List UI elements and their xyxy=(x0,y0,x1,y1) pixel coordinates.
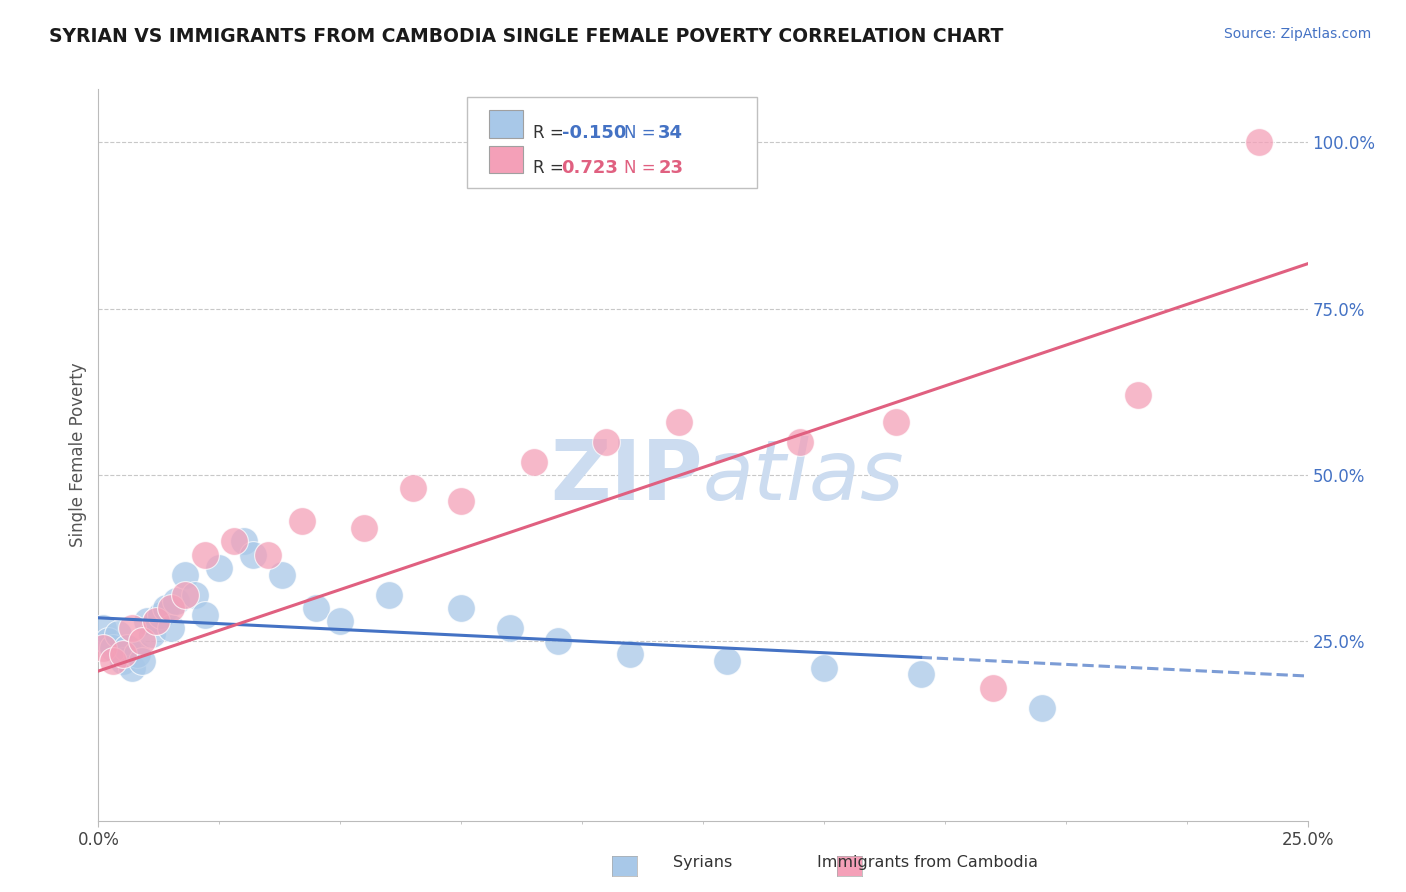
Y-axis label: Single Female Poverty: Single Female Poverty xyxy=(69,363,87,547)
Point xyxy=(174,567,197,582)
Point xyxy=(619,648,641,662)
Text: Immigrants from Cambodia: Immigrants from Cambodia xyxy=(817,855,1039,870)
Point xyxy=(256,548,278,562)
Point xyxy=(377,588,399,602)
Text: R =: R = xyxy=(533,159,568,178)
Point xyxy=(155,600,177,615)
Point xyxy=(402,481,425,495)
Point xyxy=(232,534,254,549)
FancyBboxPatch shape xyxy=(489,111,523,138)
Point xyxy=(91,640,114,655)
Text: 23: 23 xyxy=(658,159,683,178)
Point xyxy=(97,634,120,648)
FancyBboxPatch shape xyxy=(489,145,523,173)
Point xyxy=(194,548,217,562)
Point xyxy=(1249,136,1271,150)
Point xyxy=(91,621,114,635)
Point xyxy=(145,614,167,628)
Point xyxy=(184,588,207,602)
FancyBboxPatch shape xyxy=(467,96,758,188)
Point xyxy=(353,521,375,535)
Point xyxy=(981,681,1004,695)
Point xyxy=(668,415,690,429)
Text: SYRIAN VS IMMIGRANTS FROM CAMBODIA SINGLE FEMALE POVERTY CORRELATION CHART: SYRIAN VS IMMIGRANTS FROM CAMBODIA SINGL… xyxy=(49,27,1004,45)
Point xyxy=(523,454,546,468)
Point xyxy=(101,640,124,655)
Point xyxy=(450,600,472,615)
Point xyxy=(716,654,738,668)
Point xyxy=(813,661,835,675)
Point xyxy=(886,415,908,429)
Point xyxy=(547,634,569,648)
Text: atlas: atlas xyxy=(703,436,904,517)
Point xyxy=(160,621,183,635)
Point xyxy=(111,654,134,668)
Point xyxy=(1031,700,1053,714)
Point xyxy=(131,634,153,648)
Point xyxy=(165,594,187,608)
Point xyxy=(135,614,157,628)
Point xyxy=(121,621,143,635)
Text: ZIP: ZIP xyxy=(551,436,703,517)
Point xyxy=(160,600,183,615)
Point xyxy=(1128,388,1150,402)
Point xyxy=(271,567,294,582)
Text: R =: R = xyxy=(533,124,568,142)
Text: Syrians: Syrians xyxy=(673,855,733,870)
Text: Source: ZipAtlas.com: Source: ZipAtlas.com xyxy=(1223,27,1371,41)
Text: -0.150: -0.150 xyxy=(561,124,626,142)
Point xyxy=(498,621,520,635)
Point xyxy=(131,654,153,668)
Point xyxy=(194,607,217,622)
Point xyxy=(242,548,264,562)
Point xyxy=(141,627,163,641)
Point xyxy=(117,640,139,655)
Point xyxy=(150,607,173,622)
Point xyxy=(121,661,143,675)
Point xyxy=(127,648,149,662)
Text: N =: N = xyxy=(624,124,661,142)
Point xyxy=(101,654,124,668)
Text: 34: 34 xyxy=(658,124,683,142)
Point xyxy=(305,600,328,615)
Text: N =: N = xyxy=(624,159,661,178)
Point xyxy=(789,434,811,449)
Point xyxy=(145,614,167,628)
Point xyxy=(595,434,617,449)
Point xyxy=(450,494,472,508)
Point xyxy=(290,515,312,529)
Point xyxy=(111,648,134,662)
Point xyxy=(208,561,231,575)
Text: 0.723: 0.723 xyxy=(561,159,619,178)
Point xyxy=(174,588,197,602)
Point xyxy=(910,667,932,681)
Point xyxy=(107,627,129,641)
Point xyxy=(329,614,352,628)
Point xyxy=(222,534,245,549)
